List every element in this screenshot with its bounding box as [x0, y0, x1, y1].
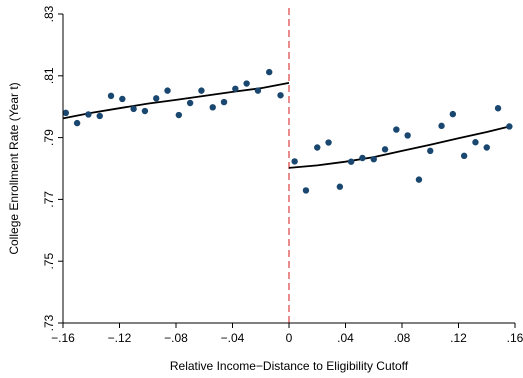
data-point [359, 154, 366, 162]
data-point [175, 111, 183, 119]
data-point [198, 87, 205, 94]
data-point [232, 85, 239, 92]
x-tick-label: .04 [337, 331, 354, 345]
x-tick-label: −.16 [51, 331, 75, 345]
x-tick-label: −.12 [108, 331, 132, 345]
x-tick-label: −.04 [221, 331, 245, 345]
data-point [427, 147, 434, 155]
data-point [266, 68, 273, 76]
data-point [153, 95, 160, 102]
data-point [220, 98, 228, 106]
y-tick-label: .73 [42, 314, 56, 331]
fit-line-left [62, 82, 290, 120]
data-point [130, 105, 137, 113]
data-point [119, 95, 126, 103]
y-tick-label: .77 [42, 191, 56, 208]
data-point [254, 87, 262, 94]
x-tick-label: 0 [286, 331, 293, 345]
data-point [209, 104, 216, 111]
data-point [472, 139, 479, 146]
data-point [393, 126, 400, 133]
y-tick-label: .79 [42, 129, 56, 146]
data-point [460, 152, 468, 160]
x-tick-label: −.08 [164, 331, 188, 345]
y-tick-label: .83 [42, 5, 56, 22]
data-point [438, 122, 445, 130]
data-point [381, 146, 389, 153]
data-point [73, 119, 81, 127]
data-point [336, 183, 344, 190]
x-tick-label: .16 [507, 331, 523, 345]
data-point [277, 92, 284, 99]
plot-area [62, 8, 513, 323]
data-point [449, 110, 457, 118]
y-tick-label: .81 [42, 67, 56, 84]
data-point [62, 109, 70, 117]
data-point [483, 144, 490, 151]
x-tick-label: .12 [450, 331, 467, 345]
y-axis-title: College Enrollment Rate (Year t) [7, 82, 21, 254]
data-point [141, 107, 149, 115]
fit-line-right [288, 125, 510, 169]
data-point [164, 87, 171, 94]
data-point [325, 139, 332, 146]
data-point [370, 156, 377, 163]
data-point [96, 112, 103, 120]
data-point [243, 80, 250, 87]
data-point [302, 187, 310, 194]
data-point [314, 144, 321, 151]
data-point [506, 123, 513, 130]
data-point [186, 99, 194, 107]
data-point [107, 92, 115, 100]
data-point [494, 105, 502, 112]
data-point [404, 132, 411, 139]
data-point [291, 158, 298, 165]
data-point [85, 111, 92, 118]
data-point [415, 176, 423, 183]
x-axis-title: Relative Income−Distance to Eligibility … [170, 359, 409, 373]
x-tick-label: .08 [394, 331, 411, 345]
y-tick-label: .75 [42, 253, 56, 270]
tick-marks [58, 13, 516, 328]
tick-labels: −.16 −.12 −.08 −.04 0 .04 .08 .12 .16 .73 .75 .77 .7… [42, 5, 523, 345]
data-point [347, 158, 355, 165]
